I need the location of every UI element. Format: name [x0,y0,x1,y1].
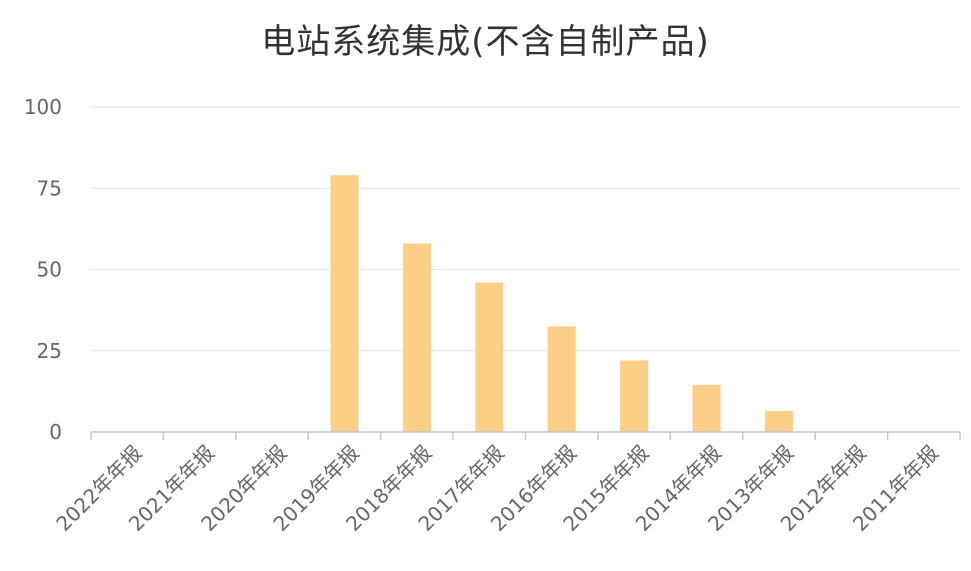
y-tick-label: 100 [24,95,62,119]
bar [330,175,359,432]
y-tick-label: 0 [49,420,62,444]
bar [764,410,793,432]
y-tick-label: 50 [37,258,62,282]
x-axis-tick-labels: 2022年年报2021年年报2020年年报2019年年报2018年年报2017年… [51,441,943,536]
bar [475,282,504,432]
y-tick-label: 75 [37,176,62,200]
bar [402,243,431,432]
bar [547,326,576,432]
grid-lines [91,106,960,352]
bar [692,384,721,432]
y-tick-label: 25 [37,339,62,363]
bar [620,360,649,432]
x-axis [90,431,961,440]
bars [330,175,793,432]
chart-title: 电站系统集成(不含自制产品) [261,22,710,62]
y-axis-tick-labels: 0 25 50 75 100 [24,95,62,444]
